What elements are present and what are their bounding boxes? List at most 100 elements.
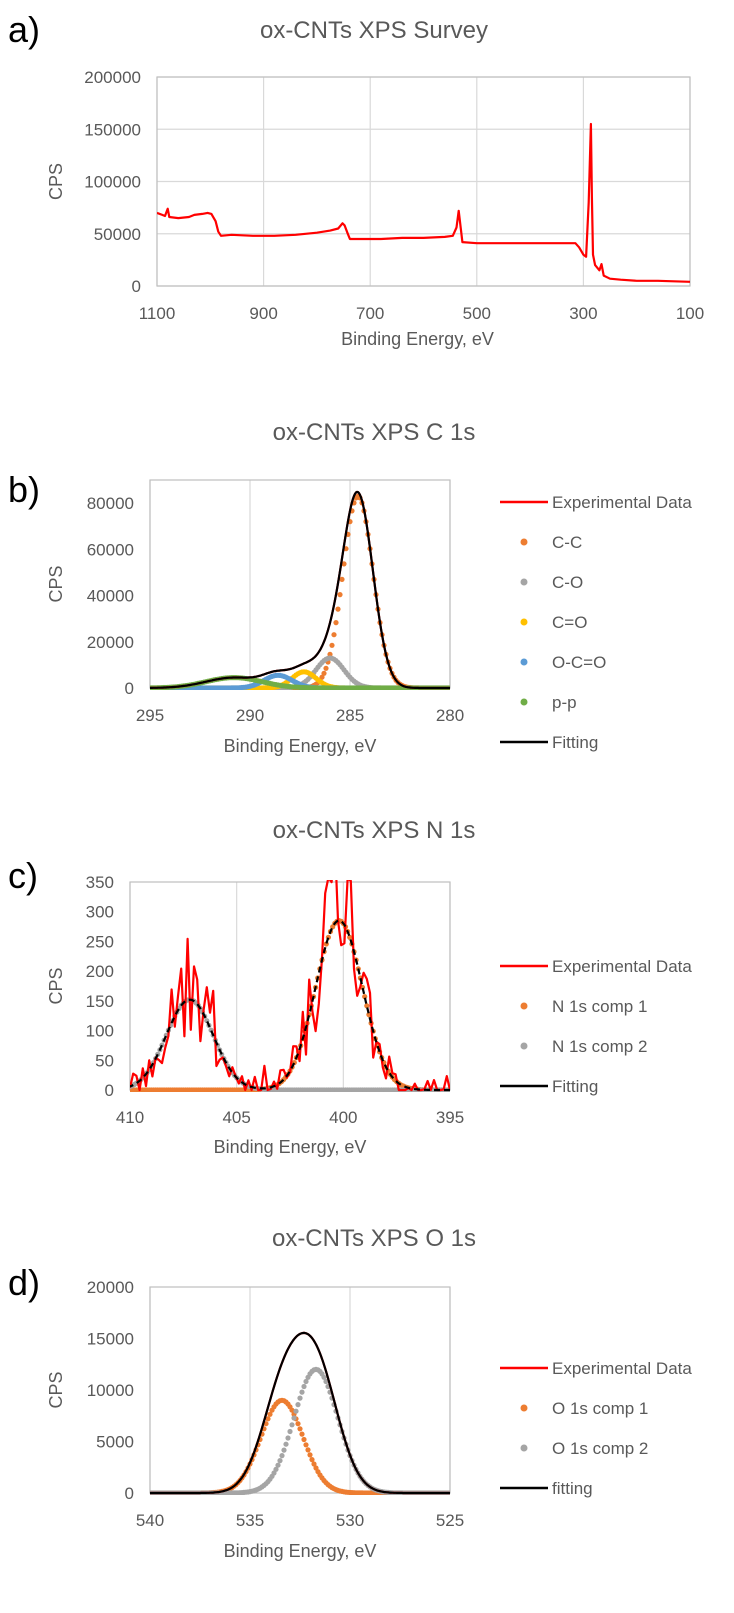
- series-o-1s-comp-2-point: [295, 1402, 301, 1408]
- series-o-1s-comp-1-point: [307, 1452, 313, 1458]
- x-axis-label: Binding Energy, eV: [224, 1541, 377, 1561]
- panel-b-c1s: 295 290 285 280 0 20000 40000 60000 80000 ox-CNTs…: [8, 419, 692, 756]
- x-axis-label: Binding Energy, eV: [224, 736, 377, 756]
- y-axis-label: CPS: [46, 565, 66, 602]
- series-c-c-points: [150, 493, 450, 690]
- series-o-1s-comp-1-point: [269, 1407, 275, 1413]
- series-c-c-point: [321, 670, 327, 676]
- legend-item: fitting: [500, 1479, 593, 1498]
- legend: Experimental Data C-C C-O C=O O-C=O p-p Fittin…: [500, 493, 692, 752]
- series-c-c-point: [323, 665, 329, 671]
- series-o-1s-comp-2-point: [279, 1453, 285, 1459]
- series-o-1s-comp-2-point: [283, 1441, 289, 1447]
- legend-marker: [520, 658, 528, 666]
- series-c-c-point: [337, 592, 343, 598]
- series-fitting-line: [150, 1331, 450, 1495]
- legend-label: O-C=O: [552, 653, 606, 672]
- series-fitting-line: [150, 490, 450, 690]
- panel-letter: c): [8, 855, 38, 896]
- y-tick-label: 0: [125, 1484, 134, 1503]
- series-o-1s-comp-2-point: [285, 1435, 291, 1441]
- x-tick-label: 405: [222, 1108, 250, 1127]
- series-o-1s-comp-2-point: [297, 1395, 303, 1401]
- legend-item: O-C=O: [520, 653, 606, 672]
- series-c-c-point: [341, 561, 347, 567]
- legend-marker: [520, 578, 528, 586]
- y-tick-label: 0: [105, 1081, 114, 1100]
- legend-item: Experimental Data: [500, 957, 692, 976]
- y-tick-label: 20000: [87, 633, 134, 652]
- legend-item: C=O: [520, 613, 587, 632]
- series-o-1s-comp-2-point: [277, 1458, 283, 1464]
- series-o-1s-comp-1-point: [301, 1436, 307, 1443]
- y-tick-label: 80000: [87, 494, 134, 513]
- legend-item: N 1s comp 2: [520, 1037, 647, 1056]
- x-tick-label: 530: [336, 1511, 364, 1530]
- series-o-1s-comp-1-point: [297, 1426, 303, 1432]
- y-tick-label: 50: [95, 1051, 114, 1070]
- x-tick-label: 395: [436, 1108, 464, 1127]
- series-o-1s-comp-1-point: [305, 1447, 311, 1453]
- y-tick-label: 350: [86, 873, 114, 892]
- x-tick-label: 410: [116, 1108, 144, 1127]
- series-n-1s-comp-1-point: [364, 1003, 370, 1009]
- x-tick-label: 500: [463, 304, 491, 323]
- y-tick-label: 0: [132, 277, 141, 296]
- series-o-1s-comp-1-point: [299, 1431, 305, 1437]
- x-tick-label: 295: [136, 706, 164, 725]
- series-fitting-line: [130, 919, 450, 1092]
- legend-marker: [520, 1042, 528, 1050]
- chart-title: ox-CNTs XPS O 1s: [272, 1225, 476, 1252]
- x-tick-label: 525: [436, 1511, 464, 1530]
- series-o-1s-comp-2-point: [289, 1422, 295, 1428]
- series-o-1s-comp-2-point: [287, 1428, 293, 1435]
- series-o-1s-comp-2-point: [305, 1374, 311, 1380]
- panel-letter: b): [8, 469, 40, 510]
- legend-label: Experimental Data: [552, 493, 692, 512]
- legend-label: Experimental Data: [552, 1359, 692, 1378]
- legend-item: C-O: [520, 573, 583, 592]
- legend-label: N 1s comp 1: [552, 997, 647, 1016]
- panel-letter: a): [8, 9, 40, 50]
- legend: Experimental Data N 1s comp 1 N 1s comp 2 F…: [500, 957, 692, 1096]
- legend-label: C=O: [552, 613, 587, 632]
- x-axis-label: Binding Energy, eV: [341, 329, 494, 349]
- series-o-1s-comp-2-point: [275, 1462, 281, 1468]
- panel-d-o1s: 540 535 530 525 0 5000 10000 15000 20000 ox-CNTs …: [8, 1225, 692, 1561]
- y-tick-label: 200000: [84, 68, 141, 87]
- legend-label: p-p: [552, 693, 577, 712]
- legend-label: Fitting: [552, 1077, 598, 1096]
- x-tick-label: 700: [356, 304, 384, 323]
- chart-title: ox-CNTs XPS N 1s: [273, 817, 476, 844]
- series-c-c-point: [329, 642, 335, 648]
- legend-label: N 1s comp 2: [552, 1037, 647, 1056]
- series-o-1s-comp-1-point: [265, 1416, 271, 1422]
- legend-item: Fitting: [500, 1077, 598, 1096]
- legend-item: O 1s comp 2: [520, 1439, 648, 1458]
- legend-marker: [520, 538, 528, 546]
- series-o-1s-comp-1-point: [303, 1442, 309, 1448]
- series-o-1s-comp-2-point: [303, 1378, 309, 1385]
- legend-label: C-O: [552, 573, 583, 592]
- series-c-c-point: [331, 632, 337, 638]
- series-c-c-point: [339, 576, 345, 583]
- y-axis-label: CPS: [46, 967, 66, 1004]
- chart-title: ox-CNTs XPS C 1s: [273, 419, 476, 446]
- series-o-1s-comp-2-point: [323, 1378, 329, 1385]
- series-o-1s-comp-2-point: [293, 1408, 299, 1414]
- x-tick-label: 540: [136, 1511, 164, 1530]
- y-tick-label: 150000: [84, 120, 141, 139]
- series-o-1s-comp-2-point: [281, 1447, 287, 1453]
- series-n-1s-comp-1-point: [330, 924, 336, 930]
- legend-marker: [520, 1444, 528, 1452]
- y-tick-label: 40000: [87, 587, 134, 606]
- chart-title: ox-CNTs XPS Survey: [260, 17, 488, 44]
- y-tick-label: 150: [86, 992, 114, 1011]
- x-tick-label: 900: [249, 304, 277, 323]
- y-tick-label: 10000: [87, 1381, 134, 1400]
- panel-a-survey: 1100 900 700 500 300 100 0 50000 100000 150000 200…: [8, 9, 704, 349]
- y-tick-label: 60000: [87, 540, 134, 559]
- legend-marker: [520, 1002, 528, 1010]
- y-tick-label: 0: [125, 679, 134, 698]
- legend-label: C-C: [552, 533, 582, 552]
